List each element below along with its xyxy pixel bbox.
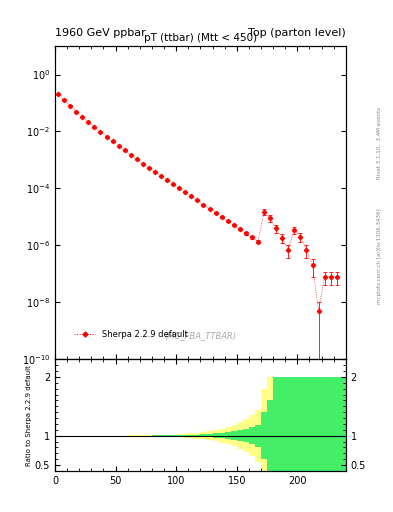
- Legend: Sherpa 2.2.9 default: Sherpa 2.2.9 default: [71, 327, 191, 343]
- Y-axis label: Ratio to Sherpa 2.2.9 default: Ratio to Sherpa 2.2.9 default: [26, 365, 32, 465]
- Text: (MC_FBA_TTBAR): (MC_FBA_TTBAR): [164, 331, 237, 340]
- Text: Rivet 3.1.10,  3.4M events: Rivet 3.1.10, 3.4M events: [377, 108, 382, 179]
- Title: pT (ttbar) (Mtt < 450): pT (ttbar) (Mtt < 450): [144, 33, 257, 42]
- Text: mcplots.cern.ch [arXiv:1306.3436]: mcplots.cern.ch [arXiv:1306.3436]: [377, 208, 382, 304]
- Text: Top (parton level): Top (parton level): [248, 28, 346, 38]
- Text: 1960 GeV ppbar: 1960 GeV ppbar: [55, 28, 146, 38]
